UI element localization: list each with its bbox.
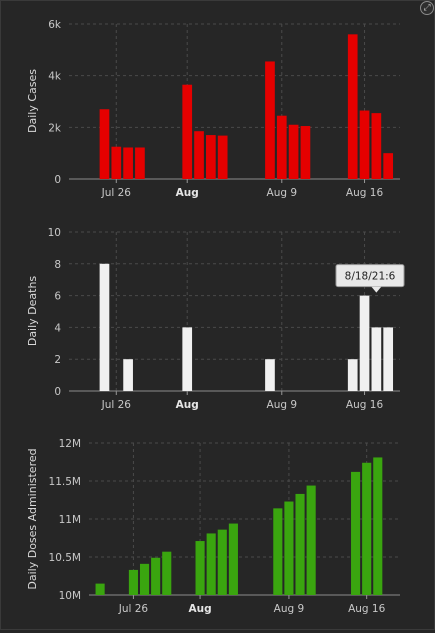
bar[interactable]: [347, 359, 358, 391]
y-tick-label: 10.5M: [49, 552, 81, 564]
bar[interactable]: [99, 263, 110, 391]
bar[interactable]: [128, 569, 138, 595]
bar[interactable]: [383, 153, 394, 179]
y-tick-label: 6: [54, 291, 61, 303]
bar[interactable]: [195, 541, 205, 595]
bar[interactable]: [206, 533, 216, 595]
bar[interactable]: [139, 563, 150, 595]
bar[interactable]: [99, 109, 110, 179]
bar[interactable]: [182, 84, 193, 179]
bar[interactable]: [95, 583, 105, 595]
y-axis-title: Daily Deaths: [26, 276, 39, 347]
y-tick-label: 0: [54, 174, 61, 186]
bar[interactable]: [276, 115, 287, 179]
bar[interactable]: [217, 529, 227, 595]
bar[interactable]: [228, 523, 238, 595]
bar[interactable]: [151, 557, 161, 595]
x-tick-label: Aug 16: [346, 399, 384, 411]
bar[interactable]: [288, 124, 299, 179]
bar[interactable]: [194, 131, 204, 179]
bar[interactable]: [300, 126, 311, 179]
bar[interactable]: [306, 485, 316, 595]
bar[interactable]: [265, 359, 275, 391]
bar[interactable]: [373, 457, 383, 595]
x-tick-label: Aug: [176, 399, 199, 411]
y-tick-label: 10M: [59, 590, 81, 602]
y-tick-label: 11.5M: [49, 476, 81, 488]
bar[interactable]: [383, 327, 394, 391]
x-tick-label: Aug: [176, 187, 199, 199]
y-tick-label: 4: [54, 322, 61, 334]
x-tick-label: Jul 26: [101, 399, 132, 411]
y-tick-label: 8: [54, 259, 61, 271]
y-tick-label: 12M: [59, 438, 81, 450]
y-tick-label: 11M: [59, 514, 81, 526]
tooltip-box: [335, 264, 405, 288]
tooltip-text: 8/18/21:6: [345, 271, 396, 283]
bar[interactable]: [182, 327, 193, 391]
bar[interactable]: [162, 551, 172, 595]
bar[interactable]: [111, 146, 122, 179]
tooltip-pointer: [371, 286, 382, 293]
x-tick-label: Aug 16: [346, 187, 384, 199]
y-tick-label: 10: [48, 227, 61, 239]
bar[interactable]: [265, 61, 275, 180]
bar[interactable]: [347, 34, 358, 180]
bar[interactable]: [359, 110, 370, 179]
x-tick-label: Jul 26: [118, 603, 149, 615]
x-tick-label: Aug 9: [267, 399, 298, 411]
bar[interactable]: [206, 135, 216, 179]
bar[interactable]: [295, 493, 305, 595]
y-tick-label: 0: [54, 386, 61, 398]
x-tick-label: Jul 26: [101, 187, 132, 199]
bar[interactable]: [123, 359, 133, 391]
bar[interactable]: [362, 462, 372, 595]
y-tick-label: 4k: [48, 71, 62, 83]
bar[interactable]: [135, 147, 145, 179]
chart-1: 0 2k 4k 6k Jul 26 Aug Aug 9 Aug 16 Daily Cases: [26, 19, 400, 199]
bar[interactable]: [217, 135, 228, 179]
bar[interactable]: [359, 295, 370, 391]
y-axis-title: Daily Doses Administered: [26, 448, 39, 589]
bar[interactable]: [284, 501, 294, 595]
y-tick-label: 6k: [48, 19, 62, 31]
y-tick-label: 2: [54, 354, 61, 366]
x-tick-label: Aug 9: [267, 187, 298, 199]
bar[interactable]: [123, 147, 133, 179]
y-tick-label: 2k: [48, 122, 62, 134]
x-tick-label: Aug: [189, 603, 212, 615]
tooltip: 8/18/21:6: [335, 264, 405, 293]
y-axis-title: Daily Cases: [26, 69, 39, 133]
bar[interactable]: [273, 508, 283, 595]
expand-arrows-icon[interactable]: ⤢: [420, 1, 434, 15]
bar[interactable]: [351, 471, 361, 595]
chart-3: 10M 10.5M 11M 11.5M 12M Jul 26 Aug Aug 9 Aug 16 D…: [26, 438, 400, 615]
x-tick-label: Aug 9: [274, 603, 305, 615]
x-tick-label: Aug 16: [348, 603, 386, 615]
bar[interactable]: [371, 113, 382, 179]
bar[interactable]: [371, 327, 382, 391]
chart-2: 0 2 4 6 8 10 Jul 26 Aug Aug 9 Aug 16 Daily Deaths 8…: [26, 227, 405, 411]
